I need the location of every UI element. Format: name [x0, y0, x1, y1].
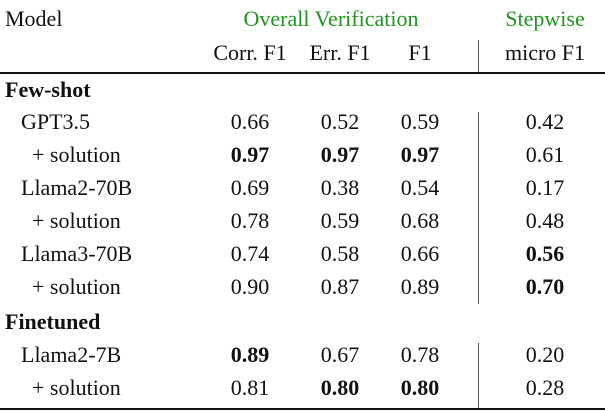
table-row: GPT3.5 0.66 0.52 0.59 0.42	[0, 105, 605, 138]
corr-f1-value: 0.69	[230, 175, 270, 200]
corr-f1-value: 0.90	[230, 274, 270, 299]
model-name: + solution	[32, 274, 121, 299]
err-f1-value: 0.67	[320, 342, 360, 367]
err-f1-value: 0.58	[320, 241, 360, 266]
model-name: Llama2-7B	[21, 342, 122, 367]
micro-f1-value: 0.48	[525, 208, 565, 233]
section-title-finetuned: Finetuned	[5, 309, 101, 334]
f1-value: 0.68	[400, 208, 440, 233]
f1-value: 0.78	[400, 342, 440, 367]
corr-f1-value: 0.81	[230, 375, 270, 400]
micro-f1-value: 0.17	[525, 175, 565, 200]
bottom-rule	[0, 408, 605, 410]
micro-f1-value: 0.56	[525, 241, 565, 266]
micro-f1-value: 0.28	[525, 375, 565, 400]
model-name: GPT3.5	[21, 109, 91, 134]
section-title-few-shot: Few-shot	[5, 77, 91, 102]
micro-f1-value: 0.70	[525, 274, 565, 299]
err-f1-value: 0.59	[320, 208, 360, 233]
err-f1-value: 0.80	[320, 375, 360, 400]
micro-f1-value: 0.20	[525, 342, 565, 367]
header-err-f1: Err. F1	[309, 40, 371, 65]
err-f1-value: 0.87	[320, 274, 360, 299]
table-row: Llama3-70B 0.74 0.58 0.66 0.56	[0, 237, 605, 270]
micro-f1-value: 0.61	[525, 142, 565, 167]
corr-f1-value: 0.74	[230, 241, 270, 266]
f1-value: 0.66	[400, 241, 440, 266]
err-f1-value: 0.52	[320, 109, 360, 134]
header-row-columns: Corr. F1 Err. F1 F1 micro F1	[0, 36, 605, 69]
model-name: + solution	[32, 142, 121, 167]
f1-value: 0.59	[400, 109, 440, 134]
f1-value: 0.80	[400, 375, 440, 400]
header-micro-f1: micro F1	[504, 40, 586, 65]
column-divider	[478, 343, 479, 409]
table-row: + solution 0.81 0.80 0.80 0.28	[0, 371, 605, 404]
table-row: + solution 0.97 0.97 0.97 0.61	[0, 138, 605, 171]
column-divider	[478, 112, 479, 304]
model-name: + solution	[32, 375, 121, 400]
table-row: + solution 0.90 0.87 0.89 0.70	[0, 270, 605, 303]
corr-f1-value: 0.66	[230, 109, 270, 134]
header-group-stepwise: Stepwise	[505, 6, 585, 31]
model-name: Llama2-70B	[21, 175, 133, 200]
header-group-overall-verification: Overall Verification	[243, 6, 419, 31]
corr-f1-value: 0.97	[230, 142, 270, 167]
header-corr-f1: Corr. F1	[213, 40, 287, 65]
header-f1: F1	[408, 40, 432, 65]
model-name: Llama3-70B	[21, 241, 133, 266]
table-row: Llama2-70B 0.69 0.38 0.54 0.17	[0, 171, 605, 204]
f1-value: 0.54	[400, 175, 440, 200]
header-rule	[0, 72, 605, 74]
model-name: + solution	[32, 208, 121, 233]
err-f1-value: 0.97	[320, 142, 360, 167]
column-divider	[478, 40, 479, 72]
f1-value: 0.89	[400, 274, 440, 299]
corr-f1-value: 0.89	[230, 342, 270, 367]
table-row: + solution 0.78 0.59 0.68 0.48	[0, 204, 605, 237]
corr-f1-value: 0.78	[230, 208, 270, 233]
micro-f1-value: 0.42	[525, 109, 565, 134]
table-row: Llama2-7B 0.89 0.67 0.78 0.20	[0, 338, 605, 371]
header-model: Model	[5, 6, 63, 31]
f1-value: 0.97	[400, 142, 440, 167]
err-f1-value: 0.38	[320, 175, 360, 200]
header-row-groups: Model Overall Verification Stepwise	[0, 2, 605, 35]
